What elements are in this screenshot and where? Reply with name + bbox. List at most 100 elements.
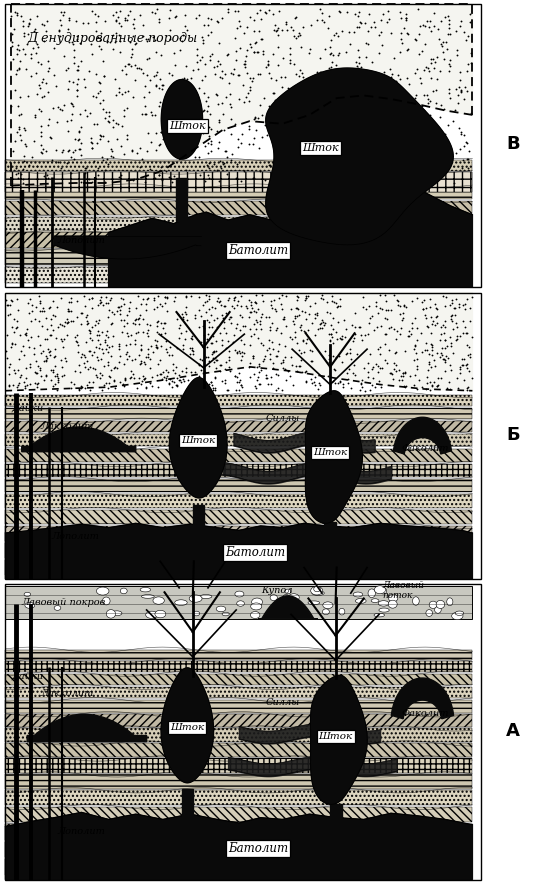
Point [74,125,83,139]
Point [10,337,19,351]
Point [361,102,370,116]
Point [30,347,39,361]
Point [113,10,122,24]
Point [277,302,286,316]
Point [123,352,131,366]
Point [175,318,184,332]
Point [166,114,174,128]
Point [394,373,403,387]
Point [135,8,144,22]
Point [47,131,55,145]
Point [74,133,83,147]
Point [249,351,257,365]
Point [427,360,435,374]
Bar [5,824,472,840]
Point [3,350,11,364]
Point [280,71,289,85]
Point [265,99,274,113]
Point [86,324,94,338]
Point [17,368,26,382]
Point [172,78,180,92]
Point [147,135,156,149]
Point [94,316,103,330]
Ellipse shape [155,610,166,618]
Point [329,311,338,325]
Point [343,67,352,81]
Point [397,36,406,50]
Point [201,288,210,302]
Point [272,73,280,88]
Point [155,367,164,381]
Point [459,153,468,167]
Point [344,135,353,149]
Point [192,56,201,70]
Point [353,9,362,23]
Point [7,320,16,334]
Point [57,291,66,305]
Point [401,11,410,25]
Point [250,367,258,381]
Point [123,102,131,116]
Point [451,81,460,95]
Point [104,114,112,128]
Point [281,319,290,333]
Point [224,47,232,61]
Point [106,293,115,307]
Point [405,123,414,137]
Point [433,316,441,331]
Point [187,340,196,354]
Point [153,369,161,383]
Point [70,152,79,166]
Point [52,331,60,345]
Point [273,344,282,358]
Point [343,5,352,19]
Point [218,308,226,322]
Point [180,132,188,146]
Point [255,25,264,39]
Point [29,42,37,56]
Point [223,48,231,62]
Point [173,370,182,385]
Point [444,82,453,96]
Point [33,366,41,380]
Point [423,343,432,357]
Point [371,299,380,313]
Point [49,362,58,377]
Point [145,85,154,99]
Point [443,42,452,56]
Point [160,316,168,330]
Point [203,99,212,113]
Point [379,72,388,87]
Point [242,89,250,103]
Point [332,95,341,110]
Point [73,345,82,359]
Point [357,328,366,342]
Point [154,357,162,371]
Point [178,83,187,97]
Point [217,11,226,25]
Point [182,300,191,314]
Point [204,292,213,306]
Point [116,302,125,316]
Point [38,146,47,160]
Bar [5,449,472,462]
Point [304,168,313,182]
Point [71,331,79,345]
Point [25,158,34,172]
Point [293,134,301,149]
Point [111,360,120,374]
Point [464,364,473,378]
Point [110,308,118,322]
Bar [5,674,472,685]
Point [127,364,136,378]
Point [65,303,74,317]
Point [410,353,419,367]
Point [108,329,117,343]
Point [460,92,469,106]
Point [339,313,348,327]
Ellipse shape [374,613,384,617]
Point [332,332,341,347]
Point [226,101,235,115]
Point [389,127,398,141]
Point [129,173,137,187]
